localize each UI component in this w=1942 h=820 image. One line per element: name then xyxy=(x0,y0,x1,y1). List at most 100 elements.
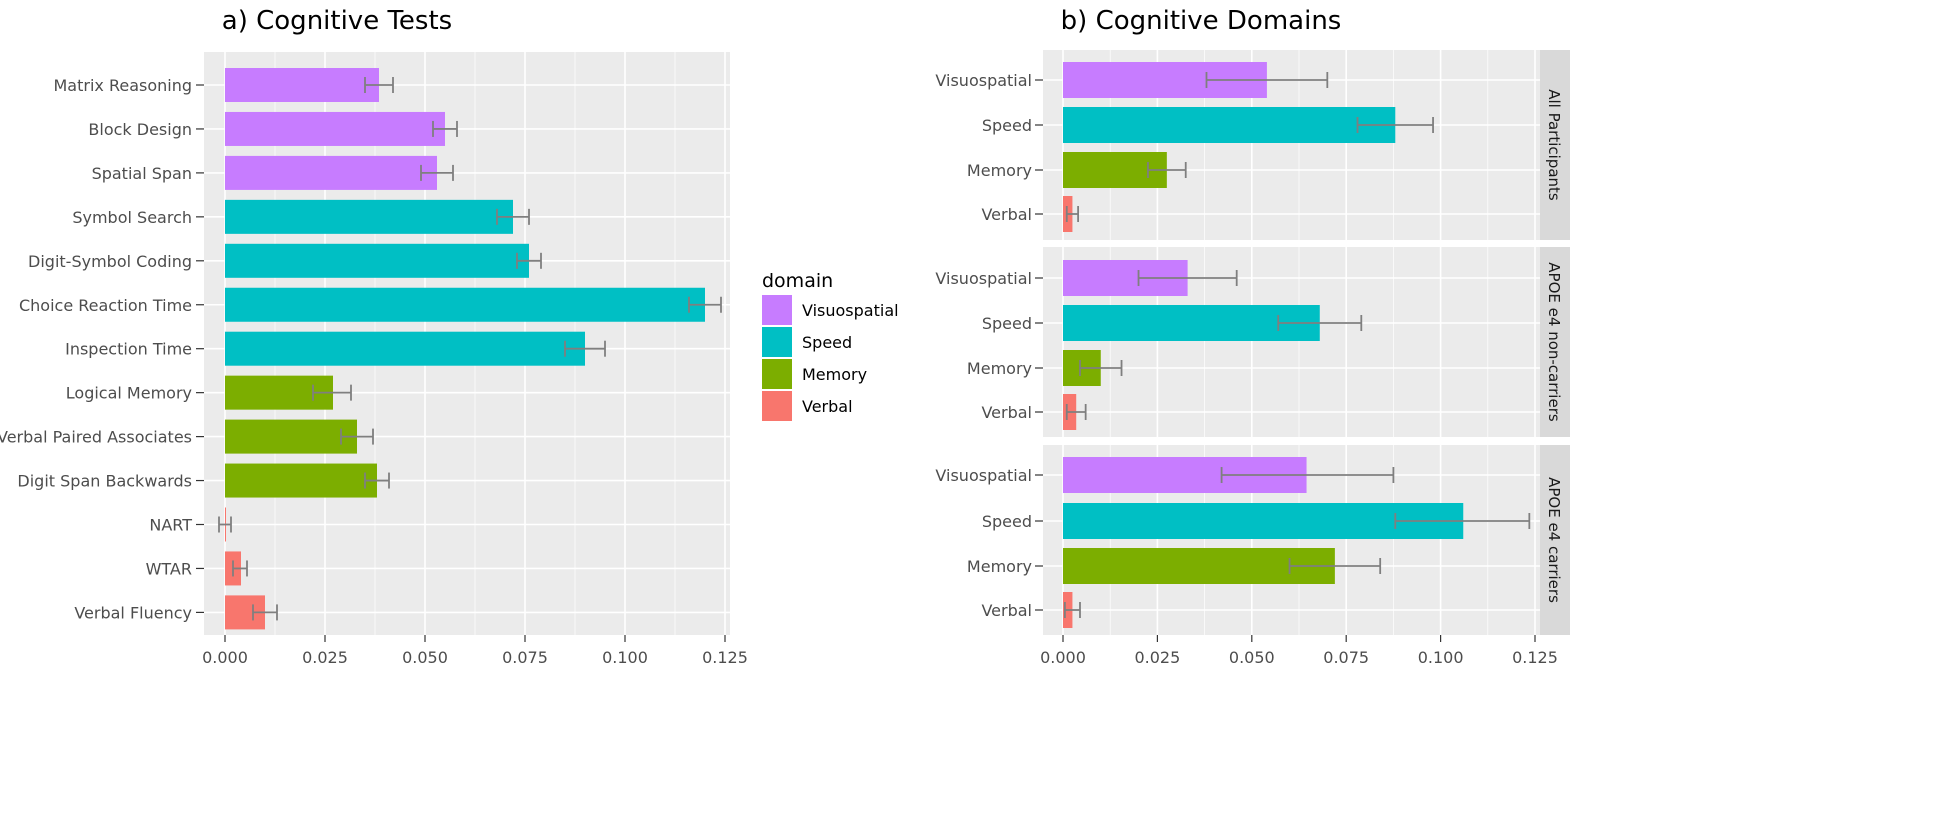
error-bar-verbal xyxy=(1065,404,1087,420)
legend-label: Verbal xyxy=(802,397,853,416)
category-label-memory: Memory xyxy=(967,161,1032,180)
legend-swatch xyxy=(762,359,792,389)
x-tick-label: 0.025 xyxy=(1134,648,1180,667)
bar-inspection-time xyxy=(225,331,585,366)
bar-verbal-paired-associates xyxy=(225,419,357,454)
bar-choice-reaction-time xyxy=(225,287,705,322)
category-label-nart: NART xyxy=(149,516,192,535)
x-tick-label: 0.000 xyxy=(1040,648,1086,667)
facet-all-participants: Visuospatial Speed Memory Verbal All Partici… xyxy=(935,50,1570,240)
facet-apoe-e4-non-carriers: Visuospatial Speed Memory Verbal APOE e4 non… xyxy=(935,247,1570,437)
category-label-inspection-time: Inspection Time xyxy=(65,340,192,359)
legend-title: domain xyxy=(762,270,833,292)
bar-symbol-search xyxy=(225,199,513,234)
x-tick-label: 0.125 xyxy=(702,648,748,667)
panel-a-cognitive-tests: a) Cognitive Tests Matrix Reasoning Block… xyxy=(0,6,748,667)
facet-apoe-e4-carriers: Visuospatial Speed Memory Verbal APOE e4 car… xyxy=(935,445,1570,635)
bar-digit-symbol-coding xyxy=(225,243,529,278)
panel-a-category-labels: Matrix Reasoning Block Design Spatial Span… xyxy=(0,76,204,622)
legend-items: Visuospatial Speed Memory Verbal xyxy=(762,295,899,421)
panel-a-x-ticks: 0.000 0.025 0.050 0.075 0.100 0.125 xyxy=(202,635,748,667)
legend-label: Speed xyxy=(802,333,852,352)
category-label-wtar: WTAR xyxy=(146,559,192,578)
error-bar-verbal xyxy=(1063,602,1081,618)
legend-label: Visuospatial xyxy=(802,301,899,320)
error-bar-block-design xyxy=(432,120,458,137)
bar-digit-span-backwards xyxy=(225,463,377,498)
legend-label: Memory xyxy=(802,365,867,384)
x-tick-label: 0.075 xyxy=(502,648,548,667)
facet-strip xyxy=(1540,445,1570,635)
x-tick-label: 0.050 xyxy=(1229,648,1275,667)
legend-item-memory: Memory xyxy=(762,359,867,389)
category-label-memory: Memory xyxy=(967,359,1032,378)
legend-swatch xyxy=(762,295,792,325)
legend: domain Visuospatial Speed Memory Verbal xyxy=(762,270,899,421)
category-label-digit-symbol-coding: Digit-Symbol Coding xyxy=(28,252,192,271)
x-tick-label: 0.000 xyxy=(202,648,248,667)
bar-apoe-e4-non-carriers-speed xyxy=(1063,305,1320,341)
facet-strip-label: APOE e4 non-carriers xyxy=(1545,262,1563,422)
panel-b-title: b) Cognitive Domains xyxy=(1061,6,1342,36)
error-bar-memory xyxy=(1147,162,1187,178)
bar-all-participants-speed xyxy=(1063,107,1396,143)
error-bar-symbol-search xyxy=(496,208,530,225)
facet-strip xyxy=(1540,50,1570,240)
error-bar-memory xyxy=(1288,558,1382,574)
panel-b-facets: Visuospatial Speed Memory Verbal All Partici… xyxy=(935,50,1570,635)
legend-item-speed: Speed xyxy=(762,327,852,357)
error-bar-memory xyxy=(1079,360,1123,376)
category-label-block-design: Block Design xyxy=(88,120,192,139)
bar-matrix-reasoning xyxy=(225,68,379,102)
x-tick-label: 0.050 xyxy=(402,648,448,667)
error-bar-nart xyxy=(218,516,232,533)
x-tick-label: 0.100 xyxy=(1418,648,1464,667)
error-bar-matrix-reasoning xyxy=(364,77,394,93)
error-bar-visuospatial xyxy=(1205,72,1329,88)
facet-strip-label: All Participants xyxy=(1545,89,1563,201)
category-label-visuospatial: Visuospatial xyxy=(935,71,1032,90)
error-bar-speed xyxy=(1277,315,1363,331)
legend-swatch xyxy=(762,391,792,421)
bar-block-design xyxy=(225,111,445,146)
panel-b-cognitive-domains: b) Cognitive Domains Visuospatial Speed Me… xyxy=(935,6,1570,667)
error-bar-wtar xyxy=(232,560,248,577)
x-tick-label: 0.075 xyxy=(1323,648,1369,667)
category-label-verbal: Verbal xyxy=(981,601,1032,620)
panel-b-x-ticks: 0.000 0.025 0.050 0.075 0.100 0.125 xyxy=(1040,635,1558,667)
category-label-verbal-paired-associates: Verbal Paired Associates xyxy=(0,428,192,447)
category-label-spatial-span: Spatial Span xyxy=(92,164,192,183)
panel-a-bars xyxy=(225,68,705,630)
category-label-symbol-search: Symbol Search xyxy=(72,208,192,227)
x-tick-label: 0.025 xyxy=(302,648,348,667)
bar-spatial-span xyxy=(225,155,437,190)
error-bar-digit-symbol-coding xyxy=(516,252,542,269)
category-label-choice-reaction-time: Choice Reaction Time xyxy=(19,296,192,315)
legend-item-verbal: Verbal xyxy=(762,391,853,421)
facet-strip xyxy=(1540,247,1570,437)
category-label-matrix-reasoning: Matrix Reasoning xyxy=(53,76,192,95)
error-bar-speed xyxy=(1394,513,1531,529)
error-bar-logical-memory xyxy=(312,384,352,401)
category-label-speed: Speed xyxy=(982,314,1032,333)
x-tick-label: 0.125 xyxy=(1512,648,1558,667)
legend-item-visuospatial: Visuospatial xyxy=(762,295,899,325)
panel-a-title: a) Cognitive Tests xyxy=(222,6,452,36)
error-bar-visuospatial xyxy=(1220,467,1395,483)
category-label-visuospatial: Visuospatial xyxy=(935,269,1032,288)
error-bar-verbal-paired-associates xyxy=(340,428,374,445)
panel-a-error-bars xyxy=(218,77,722,621)
category-label-verbal: Verbal xyxy=(981,205,1032,224)
error-bar-verbal-fluency xyxy=(252,604,278,621)
category-label-speed: Speed xyxy=(982,512,1032,531)
category-label-logical-memory: Logical Memory xyxy=(66,384,192,403)
category-label-verbal: Verbal xyxy=(981,403,1032,422)
facet-strip-label: APOE e4 carriers xyxy=(1545,477,1563,603)
category-label-digit-span-backwards: Digit Span Backwards xyxy=(17,472,192,491)
error-bar-spatial-span xyxy=(420,164,454,181)
error-bar-digit-span-backwards xyxy=(364,472,390,489)
category-label-memory: Memory xyxy=(967,557,1032,576)
legend-swatch xyxy=(762,327,792,357)
error-bar-inspection-time xyxy=(564,340,606,357)
